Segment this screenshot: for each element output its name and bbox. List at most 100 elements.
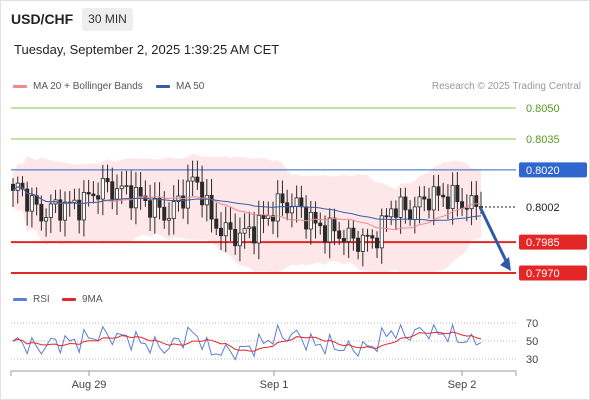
- candle-body-15: [81, 192, 86, 221]
- rsi-ma-swatch: [62, 298, 76, 301]
- candle-body-93: [450, 184, 455, 209]
- credit-label: Research © 2025 Trading Central: [431, 81, 581, 92]
- datetime-label: Tuesday, September 2, 2025 1:39:25 AM CE…: [14, 42, 280, 57]
- candle-body-82: [398, 196, 403, 218]
- candle-body-44: [218, 227, 223, 237]
- candle-body-24: [124, 185, 129, 188]
- candle-body-77: [374, 237, 379, 249]
- candle-body-87: [422, 196, 427, 200]
- candle-body-25: [129, 185, 134, 209]
- candle-body-57: [280, 193, 285, 204]
- candle-body-14: [77, 199, 82, 221]
- timeframe-button[interactable]: 30 MIN: [82, 8, 133, 31]
- candle-body-7: [44, 217, 49, 222]
- candle-body-32: [162, 206, 167, 221]
- rsi-tick-70: 70: [526, 318, 538, 330]
- candle-body-45: [223, 222, 228, 237]
- rsi-line: [12, 322, 482, 361]
- level-tag-0.7985: [519, 234, 587, 250]
- x-tick-label-2: Sep 2: [448, 379, 477, 391]
- level-tag-0.7970: [519, 265, 587, 281]
- candle-body-31: [157, 197, 162, 208]
- candle-body-13: [72, 199, 77, 203]
- candle-body-43: [214, 218, 219, 229]
- candle-body-76: [370, 235, 375, 239]
- candle-body-59: [289, 205, 294, 214]
- symbol-title: USD/CHF: [11, 11, 74, 27]
- candle-body-8: [48, 203, 53, 218]
- candle-body-85: [412, 206, 417, 220]
- candle-body-60: [294, 197, 299, 207]
- legend-rsi-label: RSI: [33, 294, 50, 305]
- candle-body-40: [200, 181, 205, 206]
- candle-body-67: [327, 217, 332, 243]
- level-label-0.8002: 0.8002: [526, 202, 560, 214]
- candle-body-63: [308, 211, 313, 230]
- candle-body-48: [237, 232, 242, 247]
- candle-body-30: [152, 197, 157, 218]
- candle-body-51: [252, 226, 257, 244]
- candle-body-34: [171, 201, 176, 219]
- candle-body-16: [86, 192, 91, 195]
- candle-body-80: [389, 208, 394, 218]
- ma50-line: [12, 186, 482, 222]
- candle-body-88: [426, 198, 431, 211]
- candle-body-73: [356, 237, 361, 252]
- ma50-swatch: [156, 85, 170, 88]
- candle-body-18: [96, 195, 101, 200]
- candle-body-33: [166, 218, 171, 221]
- x-tick-label-1: Sep 1: [260, 379, 289, 391]
- rsi-ma-line: [12, 331, 482, 352]
- candle-body-52: [256, 215, 261, 244]
- candle-body-84: [408, 209, 413, 220]
- candle-body-72: [351, 227, 356, 239]
- candle-body-94: [455, 184, 460, 203]
- candle-body-69: [337, 230, 342, 239]
- rsi-tick-50: 50: [526, 336, 538, 348]
- candle-body-78: [379, 215, 384, 249]
- candle-body-27: [138, 187, 143, 197]
- candle-body-23: [119, 185, 124, 190]
- candle-body-75: [365, 234, 370, 237]
- legend-ma20: MA 20 + Bollinger Bands: [13, 81, 143, 92]
- candle-body-3: [25, 188, 30, 212]
- candle-body-61: [299, 197, 304, 208]
- candle-body-6: [39, 203, 44, 222]
- candle-body-41: [204, 194, 209, 206]
- rsi-tick-30: 30: [526, 354, 538, 366]
- candle-body-58: [285, 202, 290, 214]
- candle-body-54: [266, 215, 271, 219]
- candle-body-71: [346, 227, 351, 242]
- rsi-swatch: [13, 298, 27, 301]
- legend-ma50: MA 50: [156, 81, 204, 92]
- candle-body-47: [233, 228, 238, 247]
- candle-body-70: [341, 237, 346, 242]
- candle-body-36: [181, 195, 186, 209]
- candle-body-10: [58, 199, 63, 221]
- candle-body-68: [332, 217, 337, 232]
- legend-rsi-ma-label: 9MA: [82, 294, 103, 305]
- level-label-0.7985: 0.7985: [526, 237, 560, 249]
- candle-body-62: [304, 206, 309, 230]
- level-label-0.8050: 0.8050: [526, 103, 560, 115]
- x-tick-label-0: Aug 29: [72, 379, 107, 391]
- legend-ma50-label: MA 50: [176, 81, 205, 92]
- candle-body-92: [445, 196, 450, 209]
- candle-body-17: [91, 193, 96, 197]
- legend-ma20-label: MA 20 + Bollinger Bands: [33, 81, 143, 92]
- candle-body-96: [464, 207, 469, 210]
- candle-body-55: [270, 215, 275, 222]
- candle-body-89: [431, 186, 436, 211]
- candle-body-11: [63, 201, 68, 221]
- legend-rsi: RSI: [13, 294, 50, 305]
- candle-body-90: [436, 186, 441, 196]
- candle-body-49: [242, 228, 247, 234]
- candle-body-98: [474, 195, 479, 207]
- candle-body-38: [190, 176, 195, 182]
- candle-body-95: [460, 201, 465, 209]
- level-label-0.7970: 0.7970: [526, 268, 560, 280]
- forecast-arrow-shaft: [478, 206, 510, 266]
- candle-body-20: [105, 178, 110, 183]
